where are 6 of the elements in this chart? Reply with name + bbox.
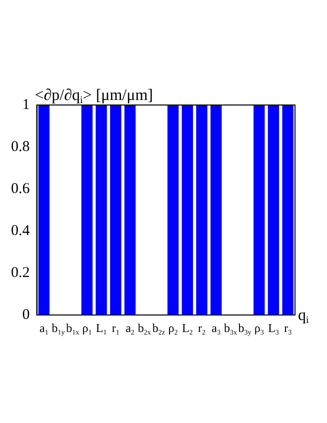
y-tick-label: 0 <box>22 306 30 323</box>
y-tick-label: 0.8 <box>11 138 30 155</box>
y-tick-label: 0.6 <box>11 180 30 197</box>
y-tick-label: 0.4 <box>11 222 30 239</box>
y-tick-label: 0.2 <box>11 264 30 281</box>
y-tick-label: 1 <box>22 96 30 113</box>
